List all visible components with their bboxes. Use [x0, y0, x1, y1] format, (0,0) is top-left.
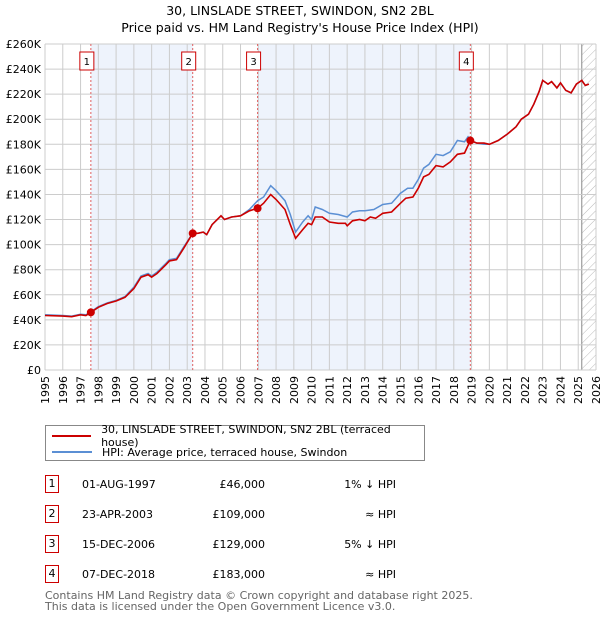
shaded-period: [257, 44, 471, 370]
x-tick-label: 2012: [341, 376, 354, 404]
sale-label-box: [458, 51, 474, 71]
transaction-badge: 2: [45, 505, 59, 523]
y-tick-label: £240K: [6, 63, 42, 76]
x-tick-label: 2020: [483, 376, 496, 404]
sale-label: 3: [250, 57, 256, 68]
sale-point: [466, 136, 475, 145]
x-tick-label: 2001: [146, 376, 159, 404]
x-tick-label: 2024: [554, 376, 567, 404]
transaction-badge: 1: [45, 475, 59, 493]
chart-legend: 30, LINSLADE STREET, SWINDON, SN2 2BL (t…: [45, 423, 425, 461]
x-tick-label: 2023: [537, 376, 550, 404]
forecast-hatch: [581, 44, 596, 370]
sale-label-box: [79, 51, 95, 71]
legend-swatch-hpi: [52, 451, 92, 453]
transaction-row: 3 15-DEC-2006 £129,000 5% ↓ HPI: [45, 535, 445, 555]
x-tick-label: 2017: [430, 376, 443, 404]
x-tick-label: 1995: [39, 376, 52, 404]
x-tick-label: 2022: [519, 376, 532, 404]
transaction-row: 1 01-AUG-1997 £46,000 1% ↓ HPI: [45, 475, 445, 495]
x-tick-label: 1999: [110, 376, 123, 404]
x-tick-label: 2000: [128, 376, 141, 404]
sale-point: [253, 204, 262, 213]
transaction-date: 15-DEC-2006: [82, 538, 156, 551]
transaction-price: £46,000: [219, 478, 266, 491]
transaction-price: £129,000: [212, 538, 266, 551]
y-tick-label: £0: [27, 364, 41, 377]
sale-point: [188, 229, 197, 238]
x-tick-label: 2016: [412, 376, 425, 404]
y-tick-label: £120K: [6, 214, 42, 227]
transaction-date: 01-AUG-1997: [82, 478, 156, 491]
x-tick-label: 2019: [466, 376, 479, 404]
y-tick-label: £40K: [13, 314, 42, 327]
x-tick-label: 2013: [359, 376, 372, 404]
legend-label: HPI: Average price, terraced house, Swin…: [102, 445, 348, 459]
transaction-vs-hpi: 1% ↓ HPI: [344, 478, 396, 491]
x-tick-label: 2026: [590, 376, 600, 404]
x-tick-label: 2010: [306, 376, 319, 404]
transaction-date: 23-APR-2003: [82, 508, 154, 521]
sale-label: 2: [186, 57, 192, 68]
sale-label-box: [246, 51, 262, 71]
y-tick-label: £20K: [13, 339, 42, 352]
legend-label: 30, LINSLADE STREET, SWINDON, SN2 2BL (t…: [101, 423, 391, 449]
y-tick-label: £100K: [6, 239, 42, 252]
x-tick-label: 2011: [323, 376, 336, 404]
sale-label-box: [181, 51, 197, 71]
price-chart: 1 2 3 4 1995 1996 1997 1998 1999 2000 2001 2002 2003…: [6, 38, 600, 404]
x-tick-label: 1997: [75, 376, 88, 404]
legend-item-hpi: HPI: Average price, terraced house, Swin…: [52, 444, 347, 460]
shaded-period: [90, 44, 193, 370]
transaction-price: £109,000: [212, 508, 266, 521]
y-tick-label: £160K: [6, 163, 42, 176]
x-tick-label: 2006: [235, 376, 248, 404]
transaction-vs-hpi: 5% ↓ HPI: [344, 538, 396, 551]
y-tick-label: £220K: [6, 88, 42, 101]
x-tick-label: 2004: [199, 376, 212, 404]
transaction-badge: 4: [45, 565, 59, 583]
transaction-badge: 3: [45, 535, 59, 553]
x-tick-label: 1998: [92, 376, 105, 404]
sale-label: 4: [463, 57, 469, 68]
footer-licence: This data is licensed under the Open Gov…: [45, 600, 396, 613]
transaction-row: 4 07-DEC-2018 £183,000 ≈ HPI: [45, 565, 445, 585]
transaction-vs-hpi: ≈ HPI: [365, 508, 396, 521]
transaction-vs-hpi: ≈ HPI: [365, 568, 396, 581]
x-tick-label: 2015: [394, 376, 407, 404]
y-tick-label: £60K: [13, 289, 42, 302]
sale-label: 1: [84, 57, 90, 68]
chart-title: 30, LINSLADE STREET, SWINDON, SN2 2BL: [166, 3, 434, 18]
x-tick-label: 2002: [163, 376, 176, 404]
y-tick-label: £80K: [13, 264, 42, 277]
x-tick-label: 2009: [288, 376, 301, 404]
x-tick-label: 2025: [572, 376, 585, 404]
sale-point: [86, 308, 95, 317]
y-tick-label: £140K: [6, 188, 42, 201]
legend-item-property: 30, LINSLADE STREET, SWINDON, SN2 2BL (t…: [52, 423, 424, 449]
x-tick-label: 2008: [270, 376, 283, 404]
transaction-price: £183,000: [212, 568, 266, 581]
x-tick-label: 2007: [252, 376, 265, 404]
x-tick-label: 2014: [377, 376, 390, 404]
legend-swatch-property: [52, 435, 92, 437]
y-tick-label: £180K: [6, 138, 42, 151]
y-tick-label: £200K: [6, 113, 42, 126]
footer-copyright: Contains HM Land Registry data © Crown c…: [45, 589, 473, 602]
x-tick-label: 2021: [501, 376, 514, 404]
x-tick-label: 2003: [181, 376, 194, 404]
y-tick-label: £260K: [6, 38, 42, 51]
x-tick-label: 1996: [57, 376, 70, 404]
chart-subtitle: Price paid vs. HM Land Registry's House …: [121, 20, 479, 35]
transaction-date: 07-DEC-2018: [82, 568, 156, 581]
x-tick-label: 2018: [448, 376, 461, 404]
x-tick-label: 2005: [217, 376, 230, 404]
property-series-line: [44, 79, 590, 318]
transaction-row: 2 23-APR-2003 £109,000 ≈ HPI: [45, 505, 445, 525]
